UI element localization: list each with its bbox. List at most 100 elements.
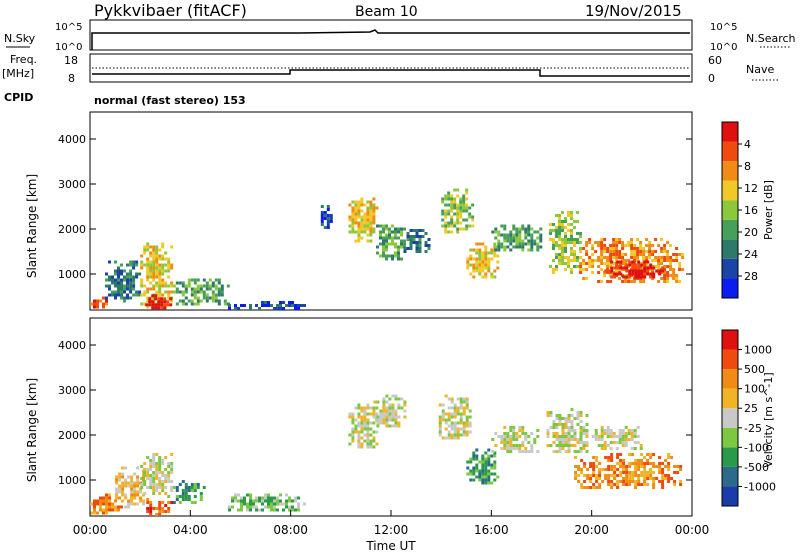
power-echo-cell (628, 275, 632, 279)
power-colorbar-swatch (722, 141, 738, 162)
velocity-echo-cell (351, 418, 355, 422)
velocity-echo-cell (595, 474, 599, 477)
velocity-echo-cell (658, 462, 662, 465)
power-echo-cell (666, 265, 670, 268)
velocity-echo-cell (661, 462, 665, 465)
velocity-echo-cell (625, 468, 629, 471)
velocity-echo-cell (456, 436, 460, 440)
power-echo-cell (326, 220, 330, 223)
power-echo-cell (606, 280, 610, 283)
velocity-colorbar-tick-label: -100 (744, 441, 769, 454)
power-echo-cell (610, 260, 614, 264)
velocity-echo-cell (503, 426, 507, 429)
velocity-echo-cell (555, 423, 559, 426)
power-echo-cell (515, 239, 519, 243)
velocity-echo-cell (261, 502, 264, 506)
power-echo-cell (146, 266, 150, 270)
velocity-echo-cell (93, 508, 96, 512)
power-echo-cell (196, 290, 200, 294)
velocity-echo-cell (375, 406, 379, 410)
power-echo-cell (164, 269, 168, 273)
velocity-echo-cell (515, 447, 519, 450)
power-echo-cell (633, 247, 637, 250)
velocity-echo-cell (360, 427, 364, 431)
power-echo-cell (648, 256, 652, 259)
power-echo-cell (621, 280, 625, 283)
power-echo-cell (450, 215, 454, 219)
power-echo-cell (615, 241, 619, 244)
velocity-echo-cell (491, 438, 495, 441)
power-echo-cell (447, 230, 451, 234)
velocity-echo-cell (155, 468, 159, 471)
power-echo-cell (228, 304, 231, 307)
power-echo-cell (154, 306, 158, 310)
power-echo-cell (360, 224, 364, 228)
power-echo-cell (164, 284, 168, 288)
velocity-echo-cell (140, 465, 144, 468)
power-echo-cell (609, 280, 613, 283)
power-echo-cell (603, 262, 607, 265)
power-echo-cell (660, 259, 664, 262)
power-echo-cell (158, 293, 162, 297)
velocity-echo-cell (615, 441, 619, 444)
velocity-echo-cell (582, 426, 586, 429)
velocity-echo-cell (146, 468, 150, 471)
velocity-echo-region-12 (574, 453, 683, 489)
power-echo-cell (631, 269, 635, 273)
velocity-echo-cell (167, 495, 171, 498)
velocity-echo-cell (472, 457, 476, 461)
velocity-echo-cell (610, 456, 614, 459)
velocity-echo-cell (530, 444, 534, 447)
power-echo-cell (132, 278, 136, 282)
site-title: Pykkvibaer (fitACF) (94, 1, 247, 20)
velocity-echo-cell (142, 499, 146, 503)
power-echo-cell (276, 304, 279, 307)
power-echo-cell (465, 197, 469, 201)
power-echo-cell (199, 290, 203, 294)
power-echo-cell (484, 245, 488, 249)
power-echo-cell (672, 259, 676, 262)
velocity-echo-cell (394, 394, 398, 398)
power-echo-cell (603, 238, 607, 241)
velocity-ytick-label: 3000 (58, 384, 86, 397)
velocity-echo-cell (155, 462, 159, 465)
velocity-echo-cell (509, 426, 513, 429)
velocity-echo-cell (158, 513, 162, 516)
power-echo-cell (478, 263, 482, 267)
power-echo-cell (385, 254, 388, 258)
power-echo-cell (90, 302, 93, 306)
velocity-echo-cell (646, 453, 650, 456)
velocity-echo-cell (481, 454, 485, 458)
velocity-echo-cell (616, 474, 620, 477)
velocity-echo-cell (490, 454, 494, 458)
velocity-echo-cell (484, 463, 488, 467)
velocity-echo-cell (459, 418, 463, 422)
power-echo-cell (561, 241, 564, 244)
velocity-echo-cell (158, 471, 162, 474)
power-echo-cell (223, 302, 227, 306)
velocity-echo-cell (146, 501, 150, 504)
power-echo-cell (487, 263, 491, 267)
velocity-echo-cell (199, 498, 203, 501)
power-echo-cell (285, 304, 288, 307)
velocity-echo-cell (453, 436, 457, 440)
power-echo-cell (675, 247, 679, 250)
power-echo-cell (503, 224, 507, 228)
power-echo-cell (456, 194, 460, 198)
power-echo-cell (615, 238, 619, 241)
power-echo-cell (669, 262, 673, 265)
power-echo-cell (570, 211, 573, 214)
power-echo-cell (570, 214, 573, 217)
power-echo-cell (379, 233, 382, 237)
velocity-echo-cell (573, 432, 577, 435)
power-echo-cell (108, 278, 111, 282)
velocity-echo-cell (285, 493, 288, 497)
power-echo-cell (157, 300, 161, 304)
velocity-echo-cell (246, 508, 249, 512)
power-echo-cell (669, 274, 673, 277)
velocity-echo-cell (118, 478, 122, 482)
power-echo-cell (190, 278, 194, 282)
power-echo-cell (530, 248, 534, 252)
power-echo-cell (382, 245, 385, 249)
velocity-echo-cell (136, 478, 140, 482)
